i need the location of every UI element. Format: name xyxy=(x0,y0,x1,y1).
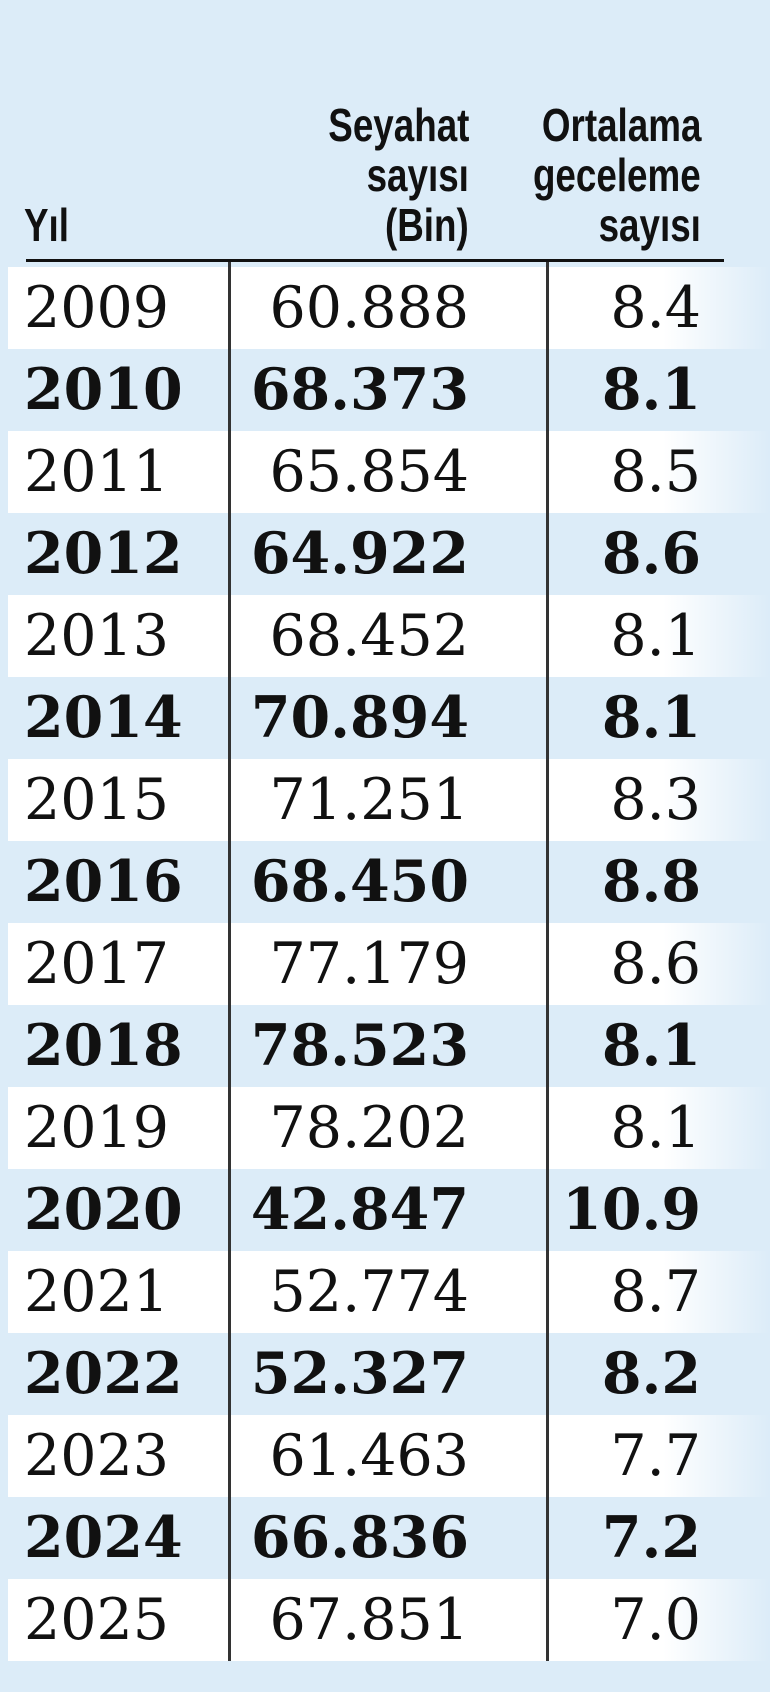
row-band xyxy=(8,1087,770,1169)
column-header: sayısı xyxy=(598,199,701,251)
table-cell: 70.894 xyxy=(250,684,469,751)
table-cell: 2022 xyxy=(24,1340,183,1407)
table-cell: 8.6 xyxy=(610,931,701,997)
table-cell: 8.1 xyxy=(610,603,701,669)
table-cell: 2015 xyxy=(24,767,170,833)
table-cell: 8.5 xyxy=(610,439,701,505)
table-cell: 66.836 xyxy=(250,1504,469,1571)
column-header: geceleme xyxy=(533,149,701,201)
row-band xyxy=(8,923,770,1005)
column-header: Yıl xyxy=(24,199,69,251)
column-divider xyxy=(228,262,231,1661)
header-rule xyxy=(26,259,724,262)
column-header: Ortalama xyxy=(541,99,701,151)
table-cell: 67.851 xyxy=(269,1587,469,1653)
table-cell: 8.1 xyxy=(601,356,701,423)
row-band xyxy=(8,759,770,841)
table-cell: 8.4 xyxy=(610,275,701,341)
table-cell: 61.463 xyxy=(269,1423,469,1489)
table-cell: 7.7 xyxy=(610,1423,701,1489)
table-cell: 71.251 xyxy=(269,767,469,833)
table-cell: 78.523 xyxy=(250,1012,469,1079)
table-cell: 77.179 xyxy=(269,931,469,997)
table-cell: 68.450 xyxy=(250,848,469,915)
row-band xyxy=(8,1579,770,1661)
row-band xyxy=(8,267,770,349)
table-cell: 2025 xyxy=(24,1587,170,1653)
table-cell: 64.922 xyxy=(250,520,469,587)
table-cell: 2016 xyxy=(24,848,183,915)
table-cell: 8.3 xyxy=(610,767,701,833)
table-cell: 8.1 xyxy=(601,684,701,751)
table-cell: 2009 xyxy=(24,275,170,341)
table-cell: 2024 xyxy=(24,1504,183,1571)
table-cell: 2012 xyxy=(24,520,183,587)
table-cell: 2019 xyxy=(24,1095,170,1161)
table-cell: 2023 xyxy=(24,1423,170,1489)
table-cell: 65.854 xyxy=(269,439,469,505)
table-cell: 52.327 xyxy=(250,1340,469,1407)
table-cell: 68.373 xyxy=(250,356,469,423)
table-cell: 8.1 xyxy=(601,1012,701,1079)
table-cell: 8.2 xyxy=(601,1340,701,1407)
row-band xyxy=(8,1415,770,1497)
table-cell: 2020 xyxy=(24,1176,183,1243)
table-cell: 2013 xyxy=(24,603,170,669)
column-header: sayısı xyxy=(366,149,469,201)
table-cell: 2018 xyxy=(24,1012,183,1079)
table-cell: 2010 xyxy=(24,356,183,423)
table-cell: 52.774 xyxy=(269,1259,469,1325)
table-cell: 2014 xyxy=(24,684,183,751)
table-cell: 2021 xyxy=(24,1259,170,1325)
table-cell: 8.1 xyxy=(610,1095,701,1161)
table-cell: 10.9 xyxy=(562,1176,701,1243)
table-cell: 8.8 xyxy=(601,848,701,915)
table-cell: 42.847 xyxy=(250,1176,469,1243)
table-cell: 78.202 xyxy=(269,1095,469,1161)
table-cell: 60.888 xyxy=(269,275,469,341)
table-cell: 7.2 xyxy=(601,1504,701,1571)
table-cell: 7.0 xyxy=(610,1587,701,1653)
table-cell: 8.6 xyxy=(601,520,701,587)
row-band xyxy=(8,1251,770,1333)
table-cell: 8.7 xyxy=(610,1259,701,1325)
column-header: (Bin) xyxy=(385,199,469,251)
row-band xyxy=(8,431,770,513)
table-cell: 2017 xyxy=(24,931,170,997)
row-band xyxy=(8,595,770,677)
table-cell: 2011 xyxy=(24,439,170,505)
column-divider xyxy=(546,262,549,1661)
column-header: Seyahat xyxy=(327,99,469,151)
table-cell: 68.452 xyxy=(269,603,469,669)
